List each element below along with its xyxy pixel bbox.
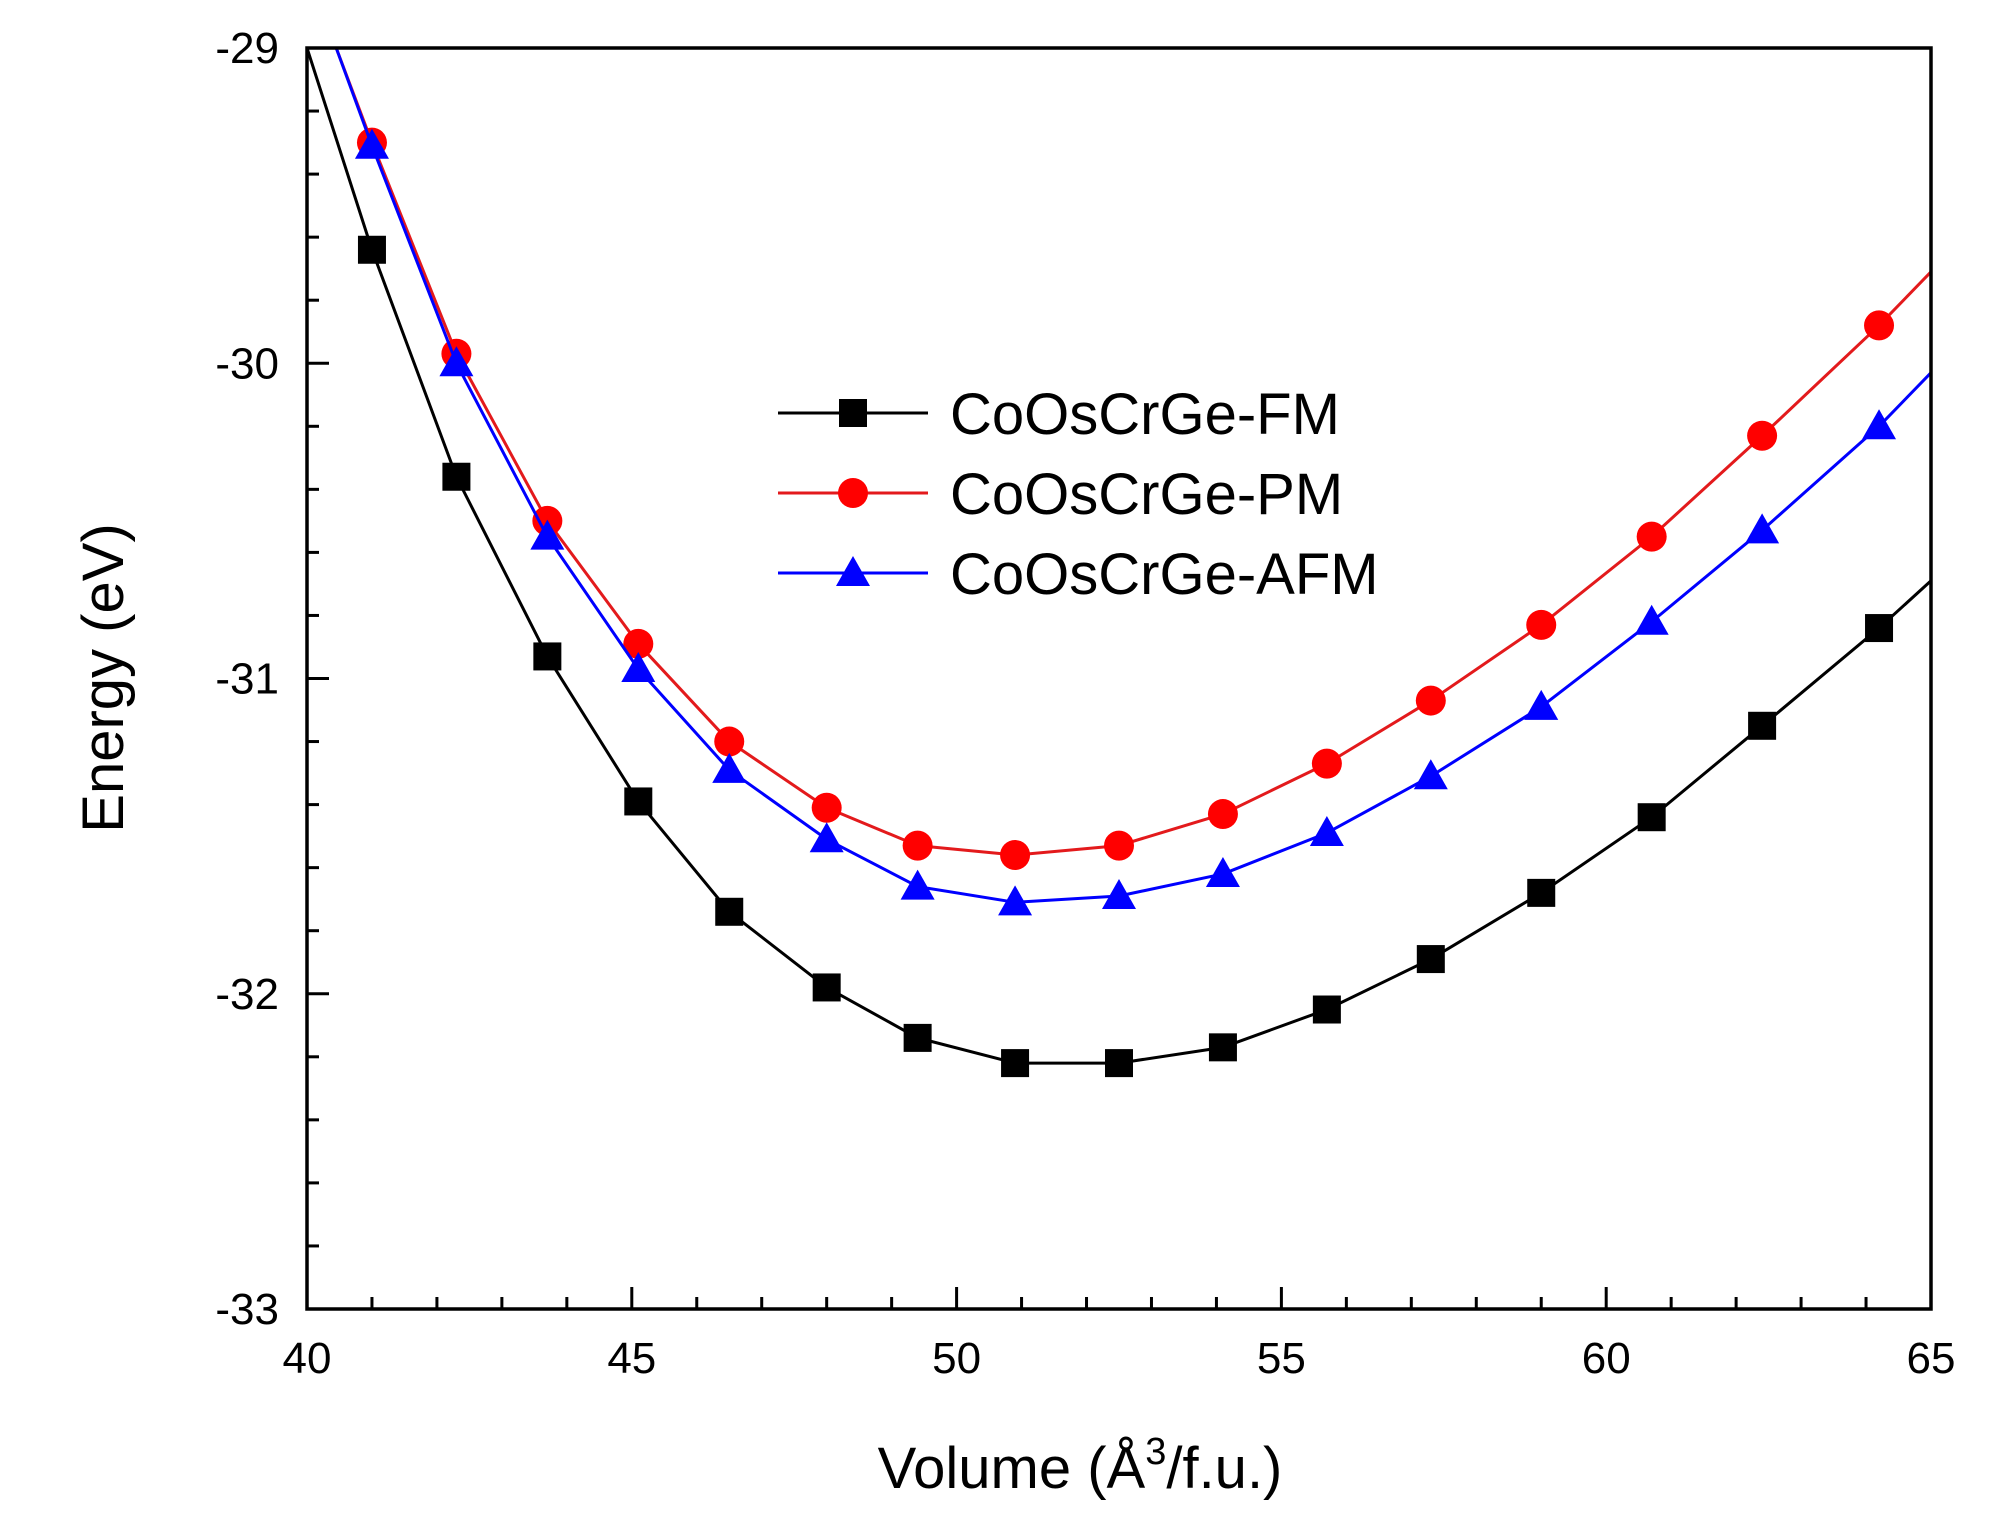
data-point-afm	[1862, 409, 1897, 440]
data-point-pm	[1415, 685, 1446, 716]
legend-fm-label: CoOsCrGe-FM	[950, 382, 1340, 447]
x-tick-label: 40	[283, 1334, 332, 1383]
y-tick-label: -29	[215, 24, 279, 73]
x-axis-title-suffix: /f.u.)	[1166, 1436, 1282, 1501]
series-fm-line	[305, 47, 1933, 1065]
data-point-afm	[712, 752, 747, 783]
data-point-fm	[1527, 878, 1556, 907]
data-point-fm	[1312, 995, 1341, 1024]
data-point-pm	[714, 726, 745, 757]
data-point-afm	[530, 519, 565, 550]
data-point-pm	[1311, 748, 1342, 779]
data-point-pm	[1636, 521, 1667, 552]
data-point-fm	[533, 642, 562, 671]
data-point-afm	[439, 346, 474, 377]
data-point-fm	[1416, 945, 1445, 974]
plot-background	[307, 48, 1931, 1309]
legend-fm-square-marker	[839, 399, 867, 427]
x-tick-label: 45	[607, 1334, 656, 1383]
series-layer	[305, 47, 1933, 1078]
data-point-pm	[902, 830, 933, 861]
data-point-afm	[1524, 689, 1559, 720]
data-point-fm	[357, 235, 386, 264]
series-afm	[334, 47, 1933, 916]
data-point-afm	[1413, 759, 1448, 790]
data-point-afm	[809, 822, 844, 853]
data-point-pm	[811, 792, 842, 823]
data-point-pm	[1104, 830, 1134, 861]
data-point-pm	[1864, 310, 1895, 341]
data-point-afm	[900, 869, 935, 900]
data-point-fm	[624, 787, 653, 816]
data-point-afm	[621, 652, 656, 683]
y-axis-title: Energy (eV)	[71, 523, 136, 832]
x-tick-label: 60	[1582, 1334, 1631, 1383]
legend-item-fm: CoOsCrGe-FM	[778, 382, 1340, 447]
x-axis-title: Volume (Å3/f.u.)	[878, 1431, 1283, 1501]
x-tick-label: 55	[1257, 1334, 1306, 1383]
legend: CoOsCrGe-FM CoOsCrGe-PM CoOsCrGe-AFM	[778, 382, 1379, 607]
data-point-afm	[1745, 513, 1780, 544]
x-axis-title-superscript: 3	[1145, 1431, 1166, 1473]
y-tick-label: -33	[215, 1285, 279, 1334]
data-point-fm	[1208, 1033, 1237, 1062]
ticks-layer: 40 45 50 55 60 65 -33 -32 -31 -30 -29	[215, 24, 1955, 1383]
y-tick-label: -32	[215, 970, 279, 1019]
data-point-fm	[1637, 803, 1666, 832]
y-tick-label: -30	[215, 339, 279, 388]
data-point-pm	[1000, 840, 1031, 871]
x-tick-label: 65	[1907, 1334, 1956, 1383]
data-point-fm	[1105, 1049, 1133, 1078]
data-point-afm	[1634, 604, 1669, 635]
data-point-fm	[1865, 614, 1894, 643]
x-axis-title-prefix: Volume (Å	[878, 1436, 1146, 1501]
series-afm-line	[334, 47, 1933, 904]
data-point-pm	[1526, 609, 1557, 640]
data-point-fm	[715, 897, 744, 926]
data-point-fm	[1001, 1049, 1030, 1078]
legend-pm-label: CoOsCrGe-PM	[950, 462, 1343, 527]
series-pm	[334, 47, 1933, 871]
data-point-pm	[623, 628, 654, 659]
data-point-fm	[442, 462, 471, 491]
series-fm	[305, 47, 1933, 1078]
data-point-pm	[1747, 420, 1778, 451]
data-point-afm	[998, 885, 1033, 916]
data-point-fm	[903, 1023, 932, 1052]
data-point-afm	[1102, 879, 1136, 910]
x-tick-label: 50	[932, 1334, 981, 1383]
data-point-pm	[1207, 799, 1238, 830]
legend-pm-circle-marker	[838, 478, 868, 508]
data-point-fm	[812, 973, 841, 1002]
series-pm-line	[334, 47, 1933, 857]
legend-afm-label: CoOsCrGe-AFM	[950, 542, 1379, 607]
legend-item-afm: CoOsCrGe-AFM	[778, 542, 1379, 607]
legend-afm-triangle-marker	[836, 556, 870, 586]
legend-item-pm: CoOsCrGe-PM	[778, 462, 1343, 527]
data-point-fm	[1748, 711, 1777, 740]
data-point-afm	[1309, 815, 1344, 846]
data-point-afm	[354, 128, 389, 159]
data-point-afm	[1205, 856, 1240, 887]
y-tick-label: -31	[215, 655, 279, 704]
